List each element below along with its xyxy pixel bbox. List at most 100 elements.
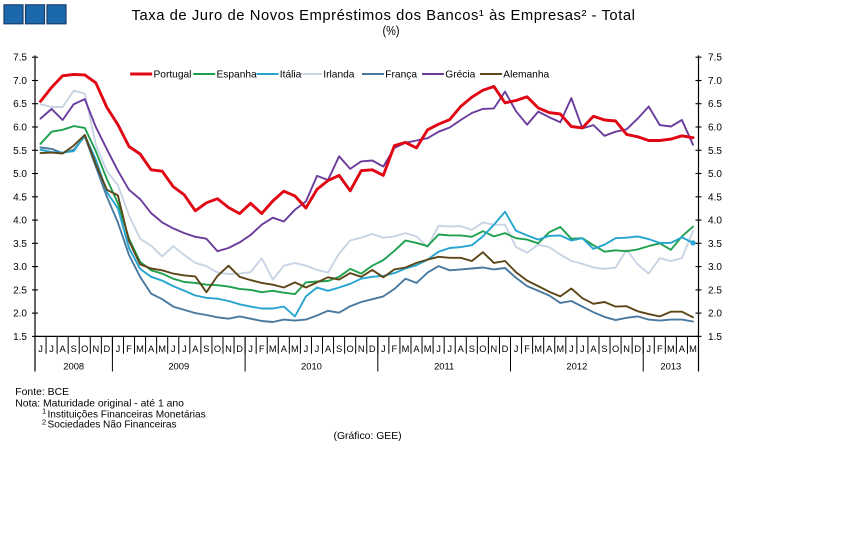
svg-text:J: J [38,344,43,354]
svg-text:2.5: 2.5 [708,285,722,296]
svg-text:N: N [225,344,232,354]
svg-text:5.0: 5.0 [708,169,722,180]
svg-text:5.5: 5.5 [13,146,27,157]
svg-text:2: 2 [42,417,46,426]
svg-text:A: A [281,344,288,354]
svg-text:7.5: 7.5 [708,53,722,64]
svg-text:J: J [171,344,176,354]
svg-text:5.5: 5.5 [708,146,722,157]
svg-text:1.5: 1.5 [708,332,722,343]
svg-text:J: J [49,344,54,354]
svg-text:S: S [469,344,475,354]
svg-text:F: F [657,344,663,354]
svg-text:Fonte: BCE: Fonte: BCE [15,387,69,398]
svg-text:6.5: 6.5 [13,99,27,110]
svg-text:3.0: 3.0 [708,262,722,273]
svg-text:M: M [402,344,410,354]
svg-text:M: M [689,344,697,354]
svg-text:N: N [92,344,99,354]
svg-text:M: M [556,344,564,354]
svg-text:J: J [436,344,441,354]
svg-text:S: S [71,344,77,354]
svg-text:S: S [601,344,607,354]
svg-text:Irlanda: Irlanda [323,69,354,80]
svg-text:A: A [413,344,420,354]
svg-text:Instituições Financeiras Mon: Instituições Financeiras Monetárias [48,410,206,421]
svg-text:S: S [203,344,209,354]
svg-text:A: A [546,344,553,354]
svg-text:2.0: 2.0 [13,309,27,320]
svg-text:1: 1 [42,407,46,416]
svg-text:A: A [590,344,597,354]
svg-text:2011: 2011 [434,361,454,372]
svg-text:M: M [667,344,675,354]
svg-text:F: F [392,344,398,354]
svg-text:O: O [347,344,354,354]
svg-text:F: F [524,344,530,354]
svg-text:J: J [304,344,309,354]
svg-text:A: A [60,344,67,354]
svg-text:(%): (%) [383,23,400,38]
svg-text:O: O [612,344,619,354]
svg-text:J: J [646,344,651,354]
svg-text:Grécia: Grécia [445,69,475,80]
svg-text:M: M [534,344,542,354]
svg-text:7.5: 7.5 [13,53,27,64]
svg-text:6.5: 6.5 [708,99,722,110]
svg-text:7.0: 7.0 [13,76,27,87]
svg-text:F: F [259,344,265,354]
svg-text:J: J [580,344,585,354]
svg-text:J: J [514,344,519,354]
svg-text:M: M [158,344,166,354]
svg-text:5.0: 5.0 [13,169,27,180]
svg-text:J: J [315,344,320,354]
svg-text:M: M [136,344,144,354]
svg-text:3.0: 3.0 [13,262,27,273]
svg-text:D: D [104,344,111,354]
svg-text:J: J [116,344,121,354]
svg-text:6.0: 6.0 [13,123,27,134]
svg-text:França: França [385,69,417,80]
svg-text:2012: 2012 [566,361,587,372]
svg-text:D: D [502,344,509,354]
svg-text:Espanha: Espanha [217,69,258,80]
svg-text:4.0: 4.0 [708,216,722,227]
svg-text:2013: 2013 [660,361,681,372]
svg-text:J: J [447,344,452,354]
svg-text:M: M [424,344,432,354]
svg-text:M: M [269,344,277,354]
svg-text:N: N [623,344,630,354]
svg-text:2009: 2009 [168,361,189,372]
svg-text:J: J [248,344,253,354]
svg-text:7.0: 7.0 [708,76,722,87]
svg-text:3.5: 3.5 [13,239,27,250]
svg-text:Nota: Maturidade original - a: Nota: Maturidade original - até 1 ano [15,398,184,409]
svg-text:Portugal: Portugal [154,69,192,80]
svg-text:A: A [458,344,465,354]
svg-text:D: D [369,344,376,354]
svg-text:F: F [126,344,132,354]
svg-text:J: J [569,344,574,354]
svg-text:2008: 2008 [63,361,84,372]
svg-text:D: D [236,344,243,354]
svg-text:4.5: 4.5 [13,192,27,203]
svg-text:4.0: 4.0 [13,216,27,227]
svg-text:O: O [81,344,88,354]
svg-text:A: A [148,344,155,354]
svg-text:J: J [182,344,187,354]
svg-text:A: A [679,344,686,354]
svg-text:1.5: 1.5 [13,332,27,343]
svg-text:6.0: 6.0 [708,123,722,134]
svg-text:Itália: Itália [280,69,302,80]
svg-text:2.5: 2.5 [13,285,27,296]
svg-text:O: O [479,344,486,354]
svg-text:Taxa de Juro de Novos Emprésti: Taxa de Juro de Novos Empréstimos dos Ba… [132,8,636,24]
svg-text:D: D [634,344,641,354]
svg-text:Alemanha: Alemanha [503,69,549,80]
svg-text:3.5: 3.5 [708,239,722,250]
svg-text:S: S [336,344,342,354]
svg-text:N: N [358,344,365,354]
svg-text:Sociedades Não Financeiras: Sociedades Não Financeiras [48,420,177,431]
svg-text:4.5: 4.5 [708,192,722,203]
svg-text:A: A [192,344,199,354]
